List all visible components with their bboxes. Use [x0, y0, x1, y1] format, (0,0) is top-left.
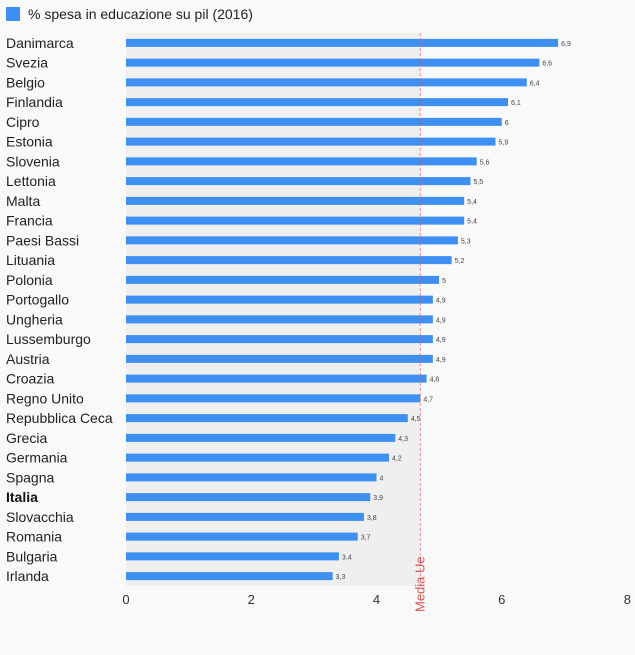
x-tick-label: 8 [624, 592, 631, 607]
bar [126, 354, 433, 363]
category-label: Lettonia [6, 173, 56, 189]
bar [126, 512, 364, 521]
value-label: 3,7 [361, 535, 371, 542]
category-label: Lussemburgo [6, 331, 91, 347]
bar [126, 552, 339, 561]
value-label: 4,9 [436, 357, 446, 364]
bar [126, 394, 421, 403]
bar [126, 374, 427, 383]
value-label: 4,2 [392, 456, 402, 463]
bar [126, 532, 358, 541]
category-label: Regno Unito [6, 390, 84, 406]
bar [126, 236, 458, 245]
value-label: 5,3 [461, 238, 471, 245]
reference-band [126, 33, 421, 586]
category-label: Portogallo [6, 292, 69, 308]
category-label: Spagna [6, 469, 54, 485]
category-label: Romania [6, 529, 62, 545]
legend: % spesa in educazione su pil (2016) [6, 6, 253, 22]
category-label: Irlanda [6, 568, 49, 584]
category-label: Austria [6, 351, 50, 367]
value-label: 4,3 [398, 436, 408, 443]
category-label: Lituania [6, 252, 55, 268]
bar [126, 78, 527, 87]
x-tick-label: 4 [373, 592, 380, 607]
value-label: 5 [442, 278, 446, 285]
bar [126, 256, 452, 265]
value-label: 3,3 [336, 574, 346, 581]
bar [126, 98, 509, 107]
category-label: Ungheria [6, 311, 63, 327]
bar [126, 58, 540, 67]
bar [126, 196, 465, 205]
value-label: 6,4 [530, 80, 540, 87]
value-label: 4,9 [436, 317, 446, 324]
category-label: Belgio [6, 74, 45, 90]
bar [126, 493, 371, 502]
bar [126, 177, 471, 186]
value-label: 5,9 [498, 140, 508, 147]
bar [126, 275, 440, 284]
value-label: 5,4 [467, 219, 477, 226]
category-label: Finlandia [6, 94, 63, 110]
value-label: 3,4 [342, 554, 352, 561]
bar [126, 137, 496, 146]
bar [126, 433, 396, 442]
bar [126, 335, 433, 344]
category-label: Polonia [6, 272, 53, 288]
bar [126, 38, 559, 47]
bar [126, 453, 390, 462]
bar [126, 295, 433, 304]
category-label: Croazia [6, 371, 54, 387]
category-label: Repubblica Ceca [6, 410, 113, 426]
category-label: Estonia [6, 134, 53, 150]
x-tick-label: 2 [248, 592, 255, 607]
value-label: 4 [380, 475, 384, 482]
reference-line-label: Media Ue [412, 556, 427, 612]
category-label: Danimarca [6, 35, 74, 51]
value-label: 4,7 [423, 396, 433, 403]
value-label: 6,6 [542, 61, 552, 68]
value-label: 6,1 [511, 100, 521, 107]
category-label: Bulgaria [6, 548, 58, 564]
value-label: 5,6 [480, 159, 490, 166]
category-label: Slovenia [6, 153, 60, 169]
category-label: Slovacchia [6, 509, 74, 525]
legend-swatch [6, 7, 20, 21]
bar [126, 216, 465, 225]
category-label: Francia [6, 213, 53, 229]
bar [126, 473, 377, 482]
value-label: 3,8 [367, 515, 377, 522]
value-label: 4,5 [411, 416, 421, 423]
category-label: Malta [6, 193, 40, 209]
value-label: 3,9 [373, 495, 383, 502]
legend-label: % spesa in educazione su pil (2016) [28, 6, 253, 22]
value-label: 5,5 [473, 179, 483, 186]
value-label: 4,9 [436, 298, 446, 305]
value-label: 5,2 [455, 258, 465, 265]
category-label: Paesi Bassi [6, 232, 79, 248]
category-label: Svezia [6, 55, 48, 71]
bar [126, 157, 477, 166]
value-label: 4,8 [430, 377, 440, 384]
bar [126, 572, 333, 581]
bar [126, 117, 502, 126]
value-label: 5,4 [467, 199, 477, 206]
category-label: Germania [6, 450, 68, 466]
value-label: 4,9 [436, 337, 446, 344]
bar [126, 414, 408, 423]
category-label: Cipro [6, 114, 40, 130]
category-label: Grecia [6, 430, 47, 446]
bar [126, 315, 433, 324]
x-tick-label: 6 [498, 592, 505, 607]
value-label: 6,9 [561, 41, 571, 48]
value-label: 6 [505, 120, 509, 127]
category-label: Italia [6, 489, 38, 505]
x-tick-label: 0 [122, 592, 129, 607]
